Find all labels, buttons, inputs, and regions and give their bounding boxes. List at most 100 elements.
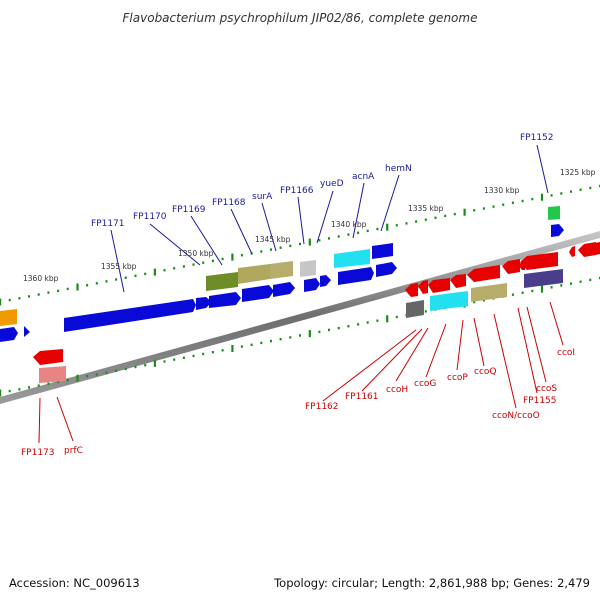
gene-hemn[interactable]	[372, 243, 393, 259]
scale-tick-minor	[240, 345, 243, 348]
gene-fp1168-arrow[interactable]	[242, 285, 274, 302]
gene-hemn-arrow[interactable]	[376, 262, 397, 277]
gene-fp1169[interactable]	[209, 292, 241, 308]
scale-tick-minor	[347, 325, 350, 328]
gene-acna[interactable]	[334, 249, 370, 268]
gene-fp1166[interactable]	[300, 260, 316, 277]
scale-tick-minor	[318, 330, 321, 333]
gene-fp1152-arrow[interactable]	[551, 224, 564, 237]
label-sura: surA	[252, 192, 273, 202]
scale-tick-minor	[250, 343, 253, 346]
scale-tick-minor	[47, 382, 50, 385]
scale-tick-minor	[337, 235, 340, 238]
scale-tick-minor	[424, 218, 427, 221]
scale-tick-minor	[260, 341, 263, 345]
scale-tick-major	[153, 268, 156, 276]
scale-label-1350-kbp: 1350 kbp	[178, 249, 214, 258]
scale-tick-minor	[37, 384, 40, 387]
gene-ccop[interactable]	[450, 274, 466, 288]
label-yued: yueD	[320, 179, 344, 189]
gene-ccoi[interactable]	[524, 269, 563, 288]
gene-right-1[interactable]	[578, 242, 596, 257]
gene-fp1161b[interactable]	[418, 280, 428, 294]
scale-tick-minor	[405, 222, 408, 225]
gene-fp1171[interactable]	[64, 299, 196, 332]
scale-tick-minor	[270, 339, 272, 343]
scale-tick-minor	[492, 205, 495, 208]
gene-fp1173[interactable]	[33, 349, 63, 365]
scale-label-1335-kbp: 1335 kbp	[408, 204, 444, 213]
scale-tick-minor	[28, 386, 30, 389]
label-prfc: prfC	[64, 446, 83, 456]
scale-tick-minor	[366, 229, 369, 233]
gene-acna-arrow[interactable]	[338, 267, 374, 285]
scale-tick-minor	[18, 388, 21, 391]
gene-sura-block[interactable]	[270, 261, 293, 279]
scale-tick-minor	[579, 280, 582, 283]
gene-fp1166-arrow[interactable]	[304, 278, 320, 292]
scale-tick-minor	[357, 323, 360, 326]
gene-fp1155[interactable]	[502, 259, 520, 274]
gene-orange-block[interactable]	[0, 309, 17, 326]
scale-label-1340-kbp: 1340 kbp	[331, 220, 367, 229]
scale-tick-minor	[115, 369, 118, 372]
scale-tick-minor	[173, 267, 176, 270]
gene-left-blue-arrow[interactable]	[0, 327, 18, 342]
scale-tick-major	[386, 315, 389, 323]
scale-tick-major	[540, 193, 544, 201]
scale-tick-minor	[124, 276, 127, 279]
scale-tick-minor	[66, 287, 69, 291]
gene-fp1162[interactable]	[406, 300, 424, 318]
scale-tick-minor	[434, 216, 437, 219]
scale-tick-minor	[134, 274, 137, 277]
gene-ccog[interactable]	[430, 293, 452, 311]
label-hemn: hemN	[385, 164, 412, 174]
scale-tick-minor	[328, 237, 330, 240]
scale-tick-major	[540, 285, 544, 293]
gene-prfc[interactable]	[39, 366, 66, 383]
genome-title: Flavobacterium psychrophilum JIP02/86, c…	[122, 11, 478, 25]
scale-tick-minor	[473, 209, 476, 212]
scale-tick-major	[76, 283, 79, 291]
gene-right-small[interactable]	[569, 246, 575, 257]
forward-label-leaders	[110, 144, 549, 293]
scale-tick-minor	[531, 197, 534, 201]
scale-tick-major	[386, 223, 389, 231]
scale-tick-minor	[163, 269, 166, 272]
scale-tick-minor	[289, 244, 292, 248]
scale-tick-minor	[444, 214, 447, 218]
gene-fp1170[interactable]	[196, 297, 212, 310]
scale-tick-minor	[115, 278, 118, 281]
scale-tick-minor	[395, 224, 398, 227]
scale-tick-major	[0, 298, 2, 306]
scale-tick-minor	[221, 349, 224, 352]
gene-ccog-b[interactable]	[452, 291, 468, 308]
scale-tick-minor	[279, 338, 282, 341]
forward-genes	[0, 206, 564, 342]
scale-tick-minor	[328, 328, 330, 332]
gene-right-2[interactable]	[595, 242, 600, 255]
scale-tick-minor	[8, 298, 11, 302]
scale-tick-minor	[202, 261, 205, 264]
gene-sura-arrow[interactable]	[273, 282, 295, 297]
scale-tick-minor	[86, 375, 89, 378]
gene-sura[interactable]	[238, 264, 270, 284]
scale-tick-minor	[482, 299, 485, 302]
gene-yued[interactable]	[320, 275, 331, 287]
gene-fp1168[interactable]	[206, 272, 238, 291]
gene-cconcoo[interactable]	[467, 265, 500, 282]
label-ccoh: ccoH	[386, 385, 408, 395]
scale-tick-minor	[299, 242, 301, 246]
gene-left-small-arrow[interactable]	[24, 326, 30, 337]
scale-tick-minor	[289, 336, 292, 339]
gene-ccoh[interactable]	[428, 278, 450, 293]
label-acna: acnA	[352, 172, 375, 182]
gene-ccos[interactable]	[520, 252, 558, 270]
gene-fp1152[interactable]	[548, 206, 560, 220]
scale-tick-minor	[511, 293, 514, 296]
scale-tick-minor	[270, 248, 272, 251]
gene-ccoq[interactable]	[471, 283, 507, 302]
gene-fp1161[interactable]	[405, 283, 418, 297]
scale-tick-minor	[482, 207, 485, 210]
